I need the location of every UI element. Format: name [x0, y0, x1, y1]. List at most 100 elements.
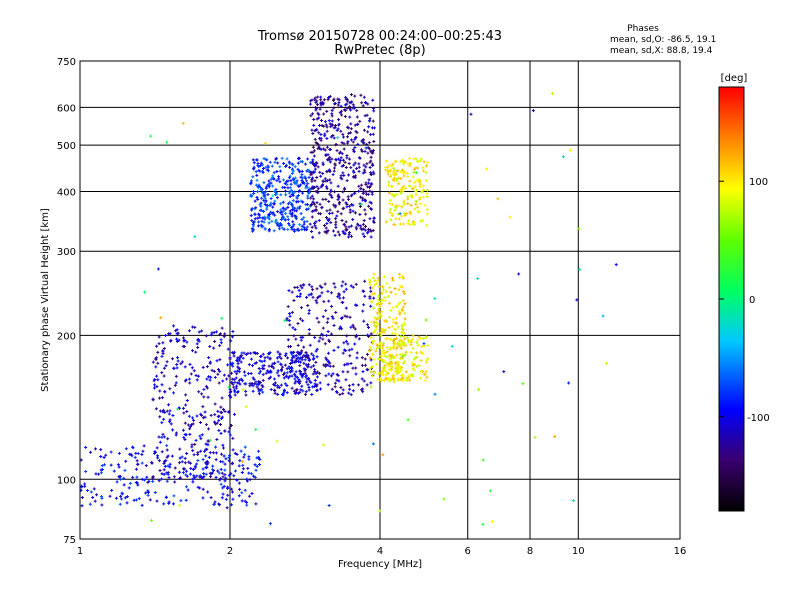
data-point: [221, 492, 225, 496]
data-point: [391, 377, 395, 381]
data-point: [324, 153, 328, 157]
data-point: [219, 410, 223, 414]
data-point: [271, 205, 275, 209]
data-point: [402, 174, 406, 178]
data-point: [317, 116, 321, 120]
data-point: [571, 499, 575, 503]
phases-heading: Phases: [627, 24, 659, 34]
data-point: [369, 348, 373, 352]
data-point: [567, 381, 571, 385]
data-point: [120, 492, 124, 496]
data-point: [260, 196, 264, 200]
data-point: [167, 476, 171, 480]
data-point: [325, 145, 329, 149]
data-point: [362, 227, 366, 231]
data-point: [276, 392, 280, 396]
data-point: [299, 388, 303, 392]
data-point: [207, 375, 211, 379]
data-point: [411, 334, 415, 338]
data-point: [251, 376, 255, 380]
data-point: [212, 369, 216, 373]
data-point: [221, 486, 225, 490]
data-point: [409, 343, 413, 347]
data-point: [334, 310, 338, 314]
data-point: [227, 430, 231, 434]
data-point: [178, 503, 182, 507]
data-point: [290, 310, 294, 314]
data-point: [318, 381, 322, 385]
phases-x-line: mean, sd,X: 88.8, 19.4: [610, 46, 713, 56]
data-point: [341, 229, 345, 233]
data-point: [261, 378, 265, 382]
data-point: [286, 338, 290, 342]
data-point: [310, 194, 314, 198]
data-point: [380, 291, 384, 295]
data-point: [348, 231, 352, 235]
data-point: [328, 208, 332, 212]
data-point: [351, 148, 355, 152]
data-point: [355, 303, 359, 307]
data-point: [385, 282, 389, 286]
data-point: [331, 316, 335, 320]
data-point: [302, 353, 306, 357]
data-point: [172, 475, 176, 479]
data-point: [160, 472, 164, 476]
data-point: [208, 438, 212, 442]
data-point: [293, 328, 297, 332]
data-point: [255, 456, 259, 460]
data-point: [177, 470, 181, 474]
data-point: [399, 334, 403, 338]
data-point: [340, 284, 344, 288]
data-point: [342, 348, 346, 352]
data-point: [286, 227, 290, 231]
data-point: [403, 337, 407, 341]
data-point: [293, 180, 297, 184]
data-point: [371, 151, 375, 155]
data-point: [286, 186, 290, 190]
data-point: [231, 490, 235, 494]
data-point: [171, 357, 175, 361]
data-point: [199, 437, 203, 441]
data-point: [311, 295, 315, 299]
data-point: [378, 316, 382, 320]
data-point: [223, 468, 227, 472]
data-point: [257, 165, 261, 169]
data-point: [424, 171, 428, 175]
data-point: [382, 365, 386, 369]
data-point: [380, 298, 384, 302]
data-point: [109, 450, 113, 454]
data-point: [367, 178, 371, 182]
data-point: [417, 363, 421, 367]
data-point: [294, 182, 298, 186]
data-point: [309, 381, 313, 385]
data-point: [314, 100, 318, 104]
data-point: [103, 463, 107, 467]
data-point: [157, 479, 161, 483]
data-point: [336, 198, 340, 202]
data-point: [385, 350, 389, 354]
data-point: [364, 101, 368, 105]
data-point: [433, 297, 437, 301]
data-point: [385, 345, 389, 349]
data-point: [332, 106, 336, 110]
data-point: [382, 379, 386, 383]
data-point: [286, 305, 290, 309]
data-point: [193, 466, 197, 470]
data-point: [196, 374, 200, 378]
data-point: [372, 172, 376, 176]
data-point: [189, 372, 193, 376]
data-point: [175, 366, 179, 370]
data-point: [368, 119, 372, 123]
data-point: [237, 378, 241, 382]
data-point: [198, 434, 202, 438]
data-point: [262, 209, 266, 213]
data-point: [299, 356, 303, 360]
data-point: [220, 417, 224, 421]
data-point: [344, 228, 348, 232]
data-point: [394, 171, 398, 175]
data-point: [325, 358, 329, 362]
data-point: [298, 360, 302, 364]
data-point: [195, 378, 199, 382]
data-point: [362, 319, 366, 323]
data-point: [234, 376, 238, 380]
